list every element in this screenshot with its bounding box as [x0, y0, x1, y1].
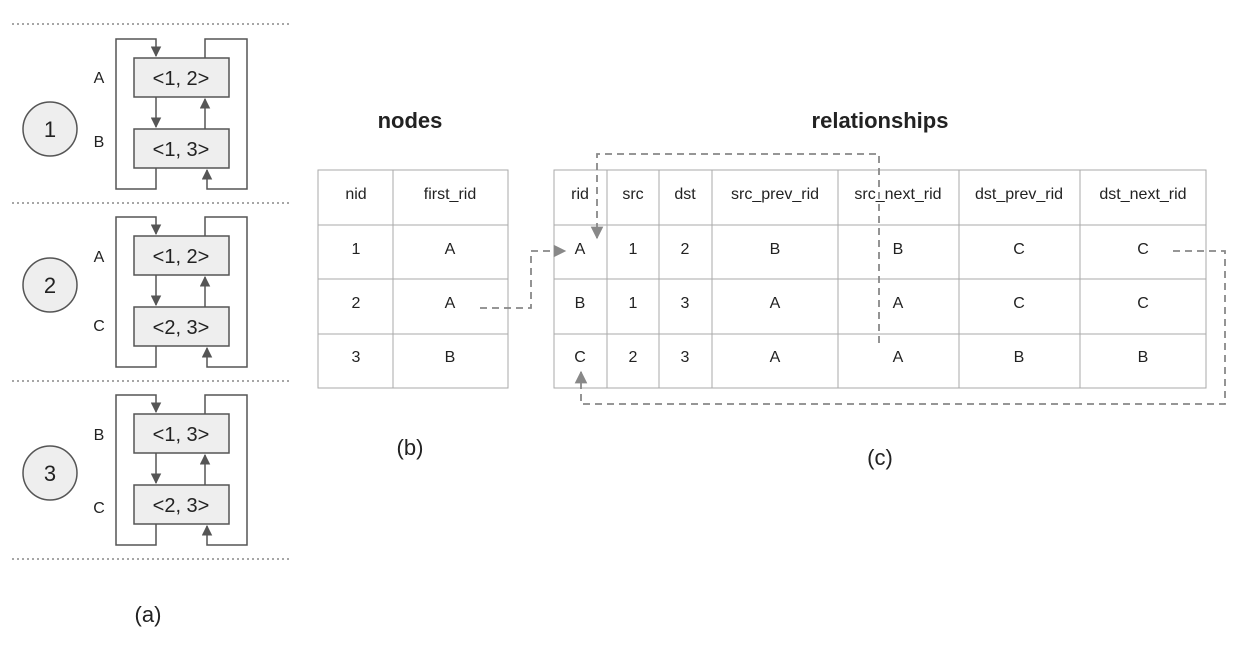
top-box-text: <1, 2> — [153, 246, 210, 268]
rel-cell: B — [1138, 349, 1149, 366]
rel-cell: A — [770, 349, 781, 366]
rel-cell: C — [1137, 295, 1149, 312]
bottom-box-text: <2, 3> — [153, 495, 210, 517]
dst-next-rid-pointer-arrow — [574, 250, 1226, 405]
nodes-cell: A — [445, 295, 456, 312]
panel-a-group-1: 1 A B <1, 2> <1, 3> — [22, 38, 248, 190]
src-next-rid-pointer-arrow — [590, 153, 880, 343]
rel-cell: B — [1014, 349, 1025, 366]
link-arrow — [201, 216, 248, 368]
rel-header: dst_prev_rid — [975, 186, 1063, 203]
link-arrow — [201, 394, 248, 546]
top-rel-label: A — [94, 70, 105, 87]
rel-header: src — [622, 186, 643, 203]
bottom-relationship-box — [133, 306, 230, 347]
relationships-title: relationships — [812, 108, 949, 133]
rel-cell: A — [575, 241, 586, 258]
node-number: 2 — [44, 273, 56, 298]
relationships-table: rid src dst src_prev_rid src_next_rid ds… — [553, 169, 1207, 389]
node-circle — [22, 257, 78, 313]
nodes-title: nodes — [378, 108, 443, 133]
bottom-box-text: <2, 3> — [153, 317, 210, 339]
link-arrow — [115, 394, 162, 546]
link-arrow — [115, 216, 162, 368]
bottom-rel-label: C — [93, 500, 105, 517]
rel-cell: 1 — [629, 241, 638, 258]
rel-cell: A — [893, 349, 904, 366]
rel-cell: A — [893, 295, 904, 312]
top-relationship-box — [133, 413, 230, 454]
panel-a-separators — [12, 23, 292, 560]
top-relationship-box — [133, 235, 230, 276]
rel-header: dst — [674, 186, 696, 203]
top-relationship-box — [133, 57, 230, 98]
rel-cell: 3 — [681, 349, 690, 366]
rel-cell: B — [893, 241, 904, 258]
rel-cell: A — [770, 295, 781, 312]
link-arrow — [115, 38, 162, 190]
node-number: 1 — [44, 117, 56, 142]
rel-cell: 2 — [629, 349, 638, 366]
first-rid-pointer-arrow — [480, 244, 567, 309]
top-box-text: <1, 2> — [153, 68, 210, 90]
rel-cell: C — [1137, 241, 1149, 258]
caption-c: (c) — [867, 445, 893, 470]
nodes-cell: B — [445, 349, 456, 366]
nodes-cell: A — [445, 241, 456, 258]
bottom-rel-label: C — [93, 318, 105, 335]
bottom-relationship-box — [133, 128, 230, 169]
link-arrow — [201, 38, 248, 190]
caption-a: (a) — [135, 602, 162, 627]
caption-b: (b) — [397, 435, 424, 460]
bottom-relationship-box — [133, 484, 230, 525]
rel-cell: B — [575, 295, 586, 312]
node-circle — [22, 445, 78, 501]
rel-cell: 1 — [629, 295, 638, 312]
rel-header: dst_next_rid — [1099, 186, 1186, 203]
node-number: 3 — [44, 461, 56, 486]
nodes-table: nid first_rid 1 A 2 A 3 B — [317, 169, 509, 389]
nodes-cell: 3 — [352, 349, 361, 366]
nodes-cell: 1 — [352, 241, 361, 258]
rel-cell: C — [1013, 295, 1025, 312]
pointer-arrows — [480, 153, 1226, 405]
bottom-box-text: <1, 3> — [153, 139, 210, 161]
rel-cell: 2 — [681, 241, 690, 258]
rel-cell: C — [574, 349, 586, 366]
panel-a-group-2: 2 A C <1, 2> <2, 3> — [22, 216, 248, 368]
rel-header: rid — [571, 186, 589, 203]
rel-header: src_prev_rid — [731, 186, 819, 203]
rel-header: src_next_rid — [854, 186, 941, 203]
top-box-text: <1, 3> — [153, 424, 210, 446]
bottom-rel-label: B — [94, 134, 105, 151]
nodes-header: nid — [345, 186, 366, 203]
rel-cell: 3 — [681, 295, 690, 312]
panel-a-group-3: 3 B C <1, 3> <2, 3> — [22, 394, 248, 546]
top-rel-label: A — [94, 249, 105, 266]
nodes-header: first_rid — [424, 186, 476, 203]
nodes-cell: 2 — [352, 295, 361, 312]
rel-cell: C — [1013, 241, 1025, 258]
rel-cell: B — [770, 241, 781, 258]
top-rel-label: B — [94, 427, 105, 444]
node-circle — [22, 101, 78, 157]
